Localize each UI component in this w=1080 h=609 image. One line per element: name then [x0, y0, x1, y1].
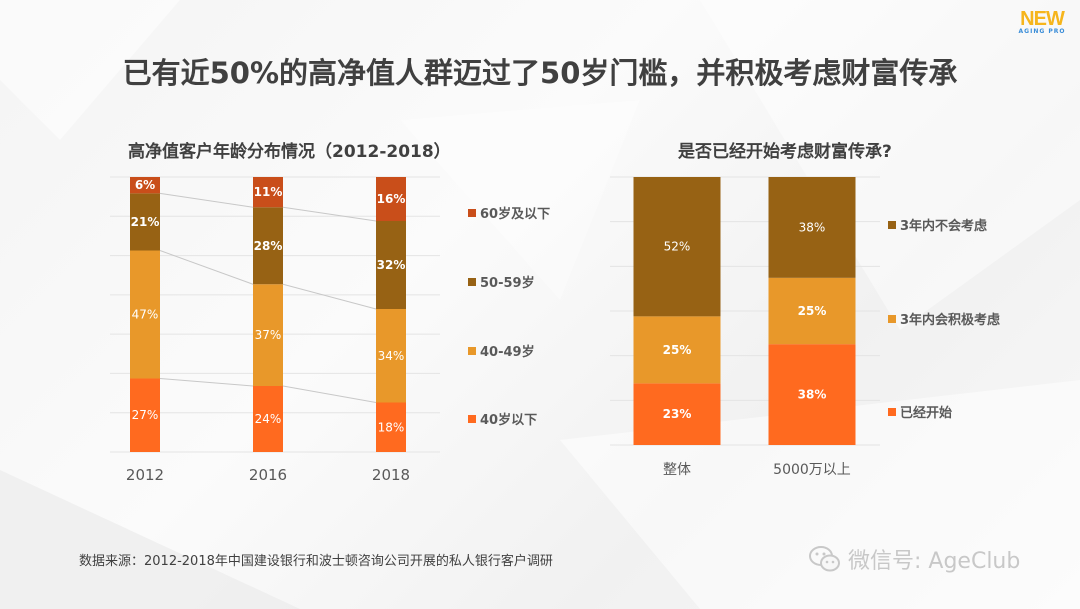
data-label: 52%: [664, 240, 691, 254]
bar-segment: [253, 284, 283, 386]
page-title: 已有近50%的高净值人群迈过了50岁门槛，并积极考虑财富传承: [122, 56, 958, 90]
legend-item: 3年内不会考虑: [888, 215, 987, 234]
legend-swatch: [888, 220, 896, 229]
data-label: 38%: [799, 220, 826, 234]
legend-swatch: [468, 414, 476, 423]
bar-segment: [376, 221, 406, 309]
legend-swatch: [468, 346, 476, 355]
bar-segment: [633, 316, 721, 384]
bar-segment: [130, 177, 160, 194]
data-label: 23%: [663, 407, 692, 421]
legend-item: 3年内会积极考虑: [888, 309, 1000, 328]
bar-segment: [376, 309, 406, 403]
bar-segment: [633, 177, 721, 317]
data-label: 34%: [378, 349, 405, 363]
legend-swatch: [888, 407, 896, 416]
data-label: 21%: [131, 215, 160, 229]
chart-title-wealth-inheritance: 是否已经开始考虑财富传承?: [678, 142, 892, 162]
bar-segment: [253, 177, 283, 208]
data-label: 11%: [254, 185, 283, 199]
data-source-note: 数据来源：2012-2018年中国建设银行和波士顿咨询公司开展的私人银行客户调研: [79, 554, 553, 569]
legend-swatch: [888, 314, 896, 323]
bar-segment: [376, 177, 406, 221]
x-tick-label: 2018: [372, 466, 410, 484]
bar-segment: [376, 402, 406, 452]
legend-label: 3年内不会考虑: [900, 219, 988, 234]
bar-segment: [130, 193, 160, 251]
data-label: 6%: [135, 178, 155, 192]
legend-label: 60岁及以下: [480, 207, 551, 222]
brand-logo: NEW AGING PRO: [1014, 8, 1070, 38]
bar-segment: [130, 378, 160, 452]
x-tick-label: 5000万以上: [773, 462, 851, 478]
wechat-icon: [809, 546, 840, 572]
data-label: 38%: [798, 388, 827, 402]
data-label: 47%: [132, 308, 159, 322]
bar-segment: [768, 177, 856, 278]
series-line: [282, 283, 377, 310]
data-label: 16%: [377, 192, 406, 206]
legend-swatch: [468, 277, 476, 286]
series-line: [159, 192, 254, 208]
legend-label: 50-59岁: [480, 276, 535, 291]
data-label: 24%: [255, 412, 282, 426]
legend-label: 已经开始: [900, 406, 953, 421]
bar-segment: [253, 386, 283, 452]
logo-main-text: NEW: [1020, 8, 1065, 30]
legend-item: 40岁以下: [468, 409, 537, 428]
bar-segment: [130, 250, 160, 379]
data-label: 18%: [378, 420, 405, 434]
data-label: 37%: [255, 328, 282, 342]
data-label: 27%: [132, 408, 159, 422]
x-tick-label: 2016: [249, 466, 287, 484]
x-tick-label: 整体: [663, 462, 691, 478]
watermark: 微信号: AgeClub: [808, 543, 1020, 575]
series-line: [282, 206, 377, 222]
chart-title-age-distribution: 高净值客户年龄分布情况（2012-2018）: [128, 142, 451, 162]
data-label: 25%: [798, 304, 827, 318]
bar-segment: [633, 383, 721, 445]
data-label: 28%: [254, 239, 283, 253]
legend-swatch: [468, 208, 476, 217]
legend-item: 40-49岁: [468, 341, 535, 360]
legend-label: 40-49岁: [480, 345, 535, 360]
legend-item: 50-59岁: [468, 272, 535, 291]
bar-segment: [768, 277, 856, 345]
bar-segment: [768, 344, 856, 445]
legend-label: 3年内会积极考虑: [900, 313, 1001, 328]
legend-label: 40岁以下: [480, 413, 538, 428]
logo-sub-text: AGING PRO: [1018, 28, 1066, 35]
legend-item: 60岁及以下: [468, 203, 550, 222]
legend-item: 已经开始: [888, 402, 952, 421]
data-label: 32%: [377, 258, 406, 272]
data-label: 25%: [663, 343, 692, 357]
bar-segment: [253, 207, 283, 285]
series-line: [282, 385, 377, 403]
series-line: [159, 377, 254, 387]
x-tick-label: 2012: [126, 466, 164, 484]
watermark-text: 微信号: AgeClub: [848, 549, 1021, 574]
series-line: [159, 250, 254, 285]
